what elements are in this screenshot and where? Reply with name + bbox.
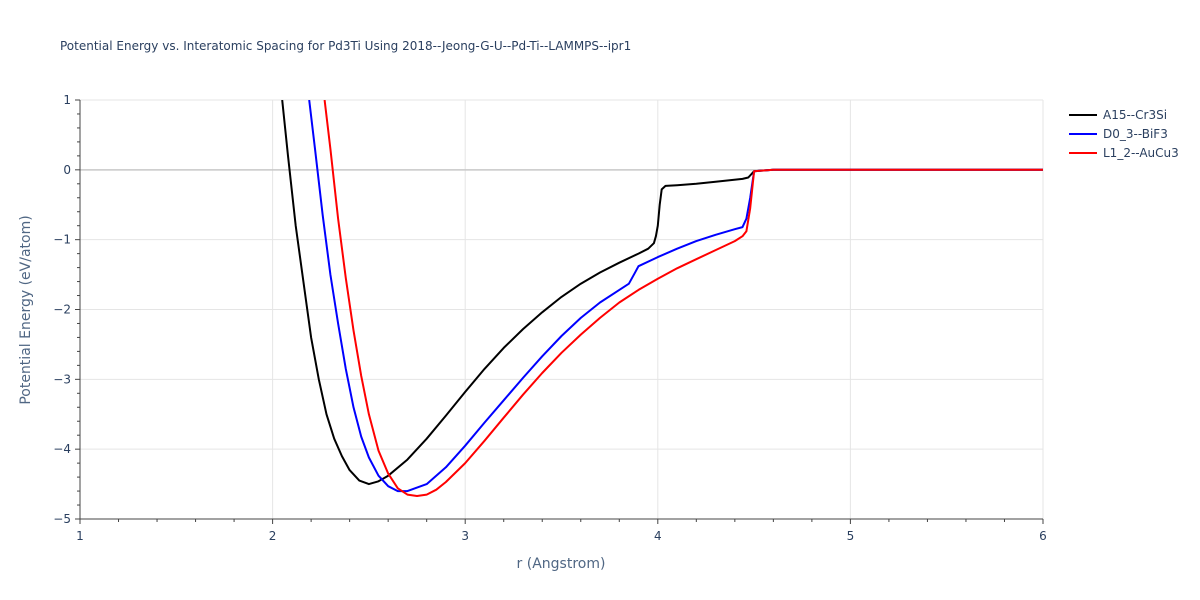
y-axis-title: Potential Energy (eV/atom) [18,215,34,404]
x-tick-label: 2 [269,529,277,543]
chart-title: Potential Energy vs. Interatomic Spacing… [60,39,631,53]
legend-label: A15--Cr3Si [1103,108,1167,122]
y-tick-label: 1 [63,93,71,107]
y-axis-ticks: −5 −4 −3 −2 −1 0 1 [53,93,80,526]
series-lines [281,100,1043,497]
series-line-3 [323,100,1043,497]
y-tick-label: −5 [53,512,71,526]
series-line-2 [308,100,1043,493]
x-tick-label: 5 [847,529,855,543]
x-tick-label: 1 [76,529,84,543]
x-tick-label: 6 [1039,529,1047,543]
y-tick-label: −4 [53,442,71,456]
y-tick-label: −3 [53,372,71,386]
legend: A15--Cr3Si D0_3--BiF3 L1_2--AuCu3 [1069,108,1179,160]
x-tick-label: 3 [461,529,469,543]
legend-label: L1_2--AuCu3 [1103,146,1179,160]
x-axis-title: r (Angstrom) [517,556,606,572]
y-tick-label: 0 [63,163,71,177]
x-axis-ticks: 1 2 3 4 5 6 [76,519,1047,543]
legend-label: D0_3--BiF3 [1103,127,1168,141]
y-tick-label: −2 [53,303,71,317]
y-tick-label: −1 [53,233,71,247]
series-line-1 [281,100,1043,486]
x-tick-label: 4 [654,529,662,543]
